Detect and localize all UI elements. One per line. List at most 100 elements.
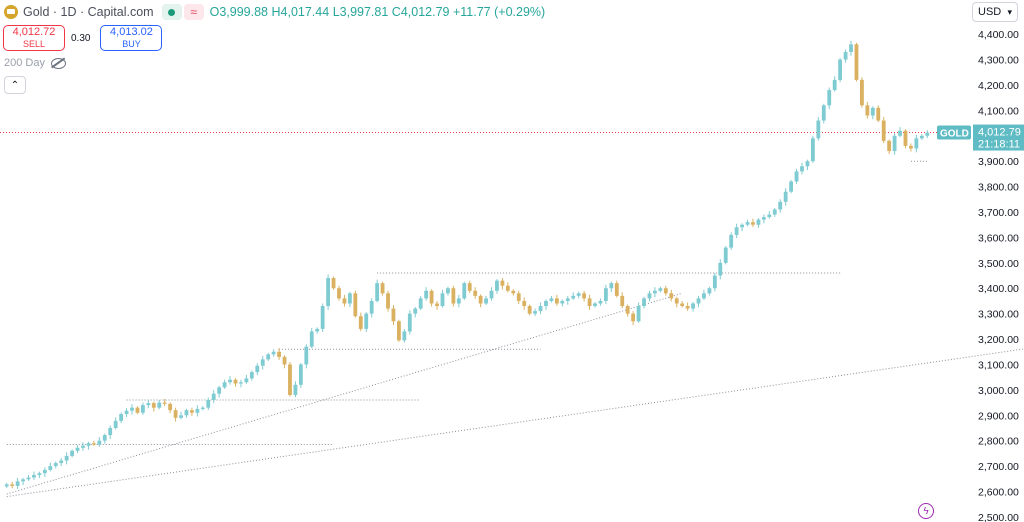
candle-body[interactable] xyxy=(810,138,815,162)
candle-body[interactable] xyxy=(130,407,134,411)
candle-body[interactable] xyxy=(347,293,352,304)
candle-body[interactable] xyxy=(70,450,74,456)
candle-body[interactable] xyxy=(108,427,113,436)
candle-body[interactable] xyxy=(647,293,652,299)
candle-body[interactable] xyxy=(10,484,15,486)
candle-body[interactable] xyxy=(516,293,521,301)
candle-body[interactable] xyxy=(484,298,488,304)
candle-body[interactable] xyxy=(658,288,663,291)
candle-body[interactable] xyxy=(881,120,886,141)
candle-body[interactable] xyxy=(876,107,881,121)
candle-body[interactable] xyxy=(391,308,396,322)
lightning-icon[interactable]: ϟ xyxy=(918,503,934,519)
trend-line[interactable] xyxy=(6,342,1024,498)
candle-body[interactable] xyxy=(718,262,723,276)
candle-body[interactable] xyxy=(827,90,832,106)
candle-body[interactable] xyxy=(723,247,728,263)
candle-body[interactable] xyxy=(418,298,423,309)
candle-body[interactable] xyxy=(86,443,91,446)
candle-body[interactable] xyxy=(745,222,750,225)
candle-body[interactable] xyxy=(119,414,124,421)
candle-body[interactable] xyxy=(282,356,287,365)
candle-body[interactable] xyxy=(364,313,369,329)
candle-body[interactable] xyxy=(849,44,853,52)
candle-body[interactable] xyxy=(702,293,706,299)
candle-body[interactable] xyxy=(500,280,505,286)
candle-body[interactable] xyxy=(222,382,227,388)
candle-body[interactable] xyxy=(860,79,864,106)
candle-body[interactable] xyxy=(277,351,281,357)
candle-body[interactable] xyxy=(778,201,783,210)
eye-hidden-icon[interactable] xyxy=(50,57,66,69)
candle-body[interactable] xyxy=(288,364,292,395)
candle-body[interactable] xyxy=(761,217,766,220)
candle-body[interactable] xyxy=(925,132,930,136)
candle-body[interactable] xyxy=(113,420,118,428)
candle-body[interactable] xyxy=(380,283,385,294)
candle-body[interactable] xyxy=(767,214,772,218)
candle-body[interactable] xyxy=(32,474,36,478)
collapse-legend-button[interactable]: ⌃ xyxy=(4,76,26,94)
candle-body[interactable] xyxy=(598,300,603,304)
candle-body[interactable] xyxy=(511,290,516,294)
candle-body[interactable] xyxy=(729,234,734,248)
candle-body[interactable] xyxy=(190,410,194,413)
candle-body[interactable] xyxy=(587,298,592,307)
candle-body[interactable] xyxy=(712,275,717,289)
candle-body[interactable] xyxy=(402,331,407,341)
candle-body[interactable] xyxy=(549,298,554,301)
sell-button[interactable]: 4,012.72 SELL xyxy=(3,25,65,51)
candle-body[interactable] xyxy=(821,105,826,121)
candle-body[interactable] xyxy=(544,300,548,307)
candle-body[interactable] xyxy=(369,300,374,314)
candle-body[interactable] xyxy=(413,308,418,314)
candle-body[interactable] xyxy=(124,410,129,415)
candle-body[interactable] xyxy=(184,410,189,416)
indicator-name[interactable]: 200 Day xyxy=(4,57,45,69)
candle-body[interactable] xyxy=(527,306,532,314)
candle-body[interactable] xyxy=(309,331,314,347)
candle-body[interactable] xyxy=(843,51,848,60)
candle-body[interactable] xyxy=(135,407,140,413)
candle-body[interactable] xyxy=(320,306,325,329)
candle-body[interactable] xyxy=(293,384,298,395)
candle-body[interactable] xyxy=(42,469,47,474)
candle-body[interactable] xyxy=(462,283,467,299)
candle-body[interactable] xyxy=(102,435,107,441)
candle-body[interactable] xyxy=(48,466,53,470)
candle-body[interactable] xyxy=(800,166,804,172)
candle-body[interactable] xyxy=(375,283,380,301)
candle-body[interactable] xyxy=(642,298,646,307)
candle-body[interactable] xyxy=(59,460,64,464)
symbol-title[interactable]: Gold · 1D · Capital.com xyxy=(23,5,154,19)
candle-body[interactable] xyxy=(740,224,744,228)
trend-line[interactable] xyxy=(6,292,683,495)
candle-body[interactable] xyxy=(832,79,837,91)
candle-body[interactable] xyxy=(609,283,614,289)
candle-body[interactable] xyxy=(560,300,565,304)
candle-body[interactable] xyxy=(64,455,69,461)
candle-body[interactable] xyxy=(489,290,494,299)
candle-body[interactable] xyxy=(582,293,587,299)
candle-body[interactable] xyxy=(909,145,913,149)
candle-body[interactable] xyxy=(696,298,701,304)
candle-body[interactable] xyxy=(140,405,145,413)
candle-body[interactable] xyxy=(446,288,450,294)
candle-body[interactable] xyxy=(571,295,576,299)
candle-body[interactable] xyxy=(440,293,445,307)
candle-body[interactable] xyxy=(663,288,668,294)
candle-body[interactable] xyxy=(53,463,58,467)
candle-body[interactable] xyxy=(26,477,31,480)
candle-body[interactable] xyxy=(533,311,537,314)
candle-body[interactable] xyxy=(315,328,320,332)
candle-body[interactable] xyxy=(37,473,42,475)
candle-body[interactable] xyxy=(538,306,543,312)
candle-body[interactable] xyxy=(680,303,685,307)
candle-body[interactable] xyxy=(789,181,794,192)
candle-body[interactable] xyxy=(614,283,619,296)
candle-body[interactable] xyxy=(794,171,799,182)
candle-body[interactable] xyxy=(249,372,254,379)
candle-body[interactable] xyxy=(603,288,608,301)
candle-body[interactable] xyxy=(522,300,527,307)
candle-body[interactable] xyxy=(674,298,679,304)
